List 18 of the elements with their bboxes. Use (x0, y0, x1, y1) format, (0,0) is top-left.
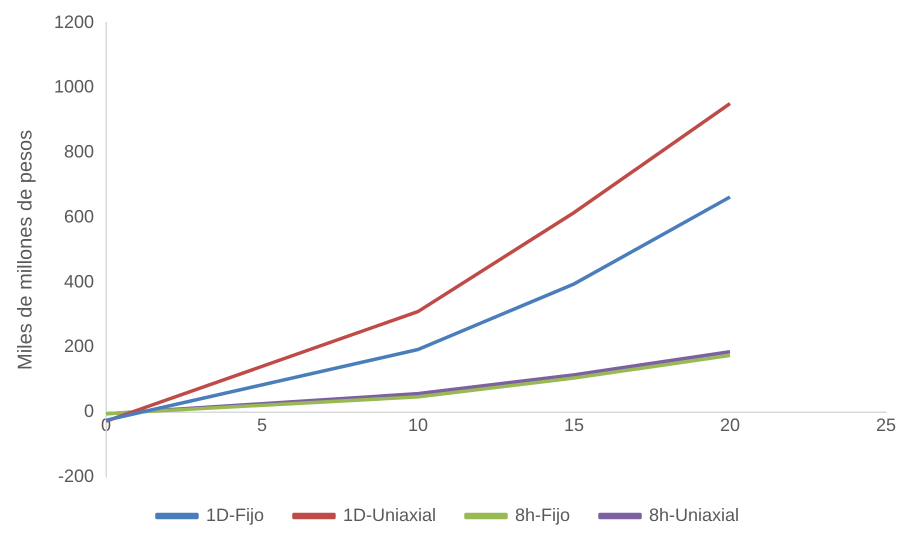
y-tick-label: 400 (64, 271, 94, 292)
y-tick-label: 0 (84, 401, 94, 422)
legend-label: 1D-Fijo (206, 504, 264, 525)
y-tick-label: 200 (64, 336, 94, 356)
x-tick-label: 5 (257, 414, 268, 435)
y-tick-label: 600 (64, 206, 94, 226)
legend-label: 8h-Uniaxial (649, 504, 740, 525)
x-tick-label: 20 (720, 414, 740, 435)
y-tick-label: 1000 (54, 76, 94, 97)
y-axis-title: Miles de millones de pesos (14, 130, 37, 370)
x-tick-label: 15 (564, 414, 584, 435)
y-tick-label: 1200 (54, 12, 94, 32)
legend-label: 1D-Uniaxial (342, 504, 436, 525)
y-tick-label: -200 (58, 466, 94, 486)
x-tick-label: 25 (876, 414, 896, 435)
legend-label: 8h-Fijo (514, 504, 570, 525)
y-tick-label: 800 (64, 142, 94, 162)
x-tick-label: 10 (408, 414, 428, 435)
